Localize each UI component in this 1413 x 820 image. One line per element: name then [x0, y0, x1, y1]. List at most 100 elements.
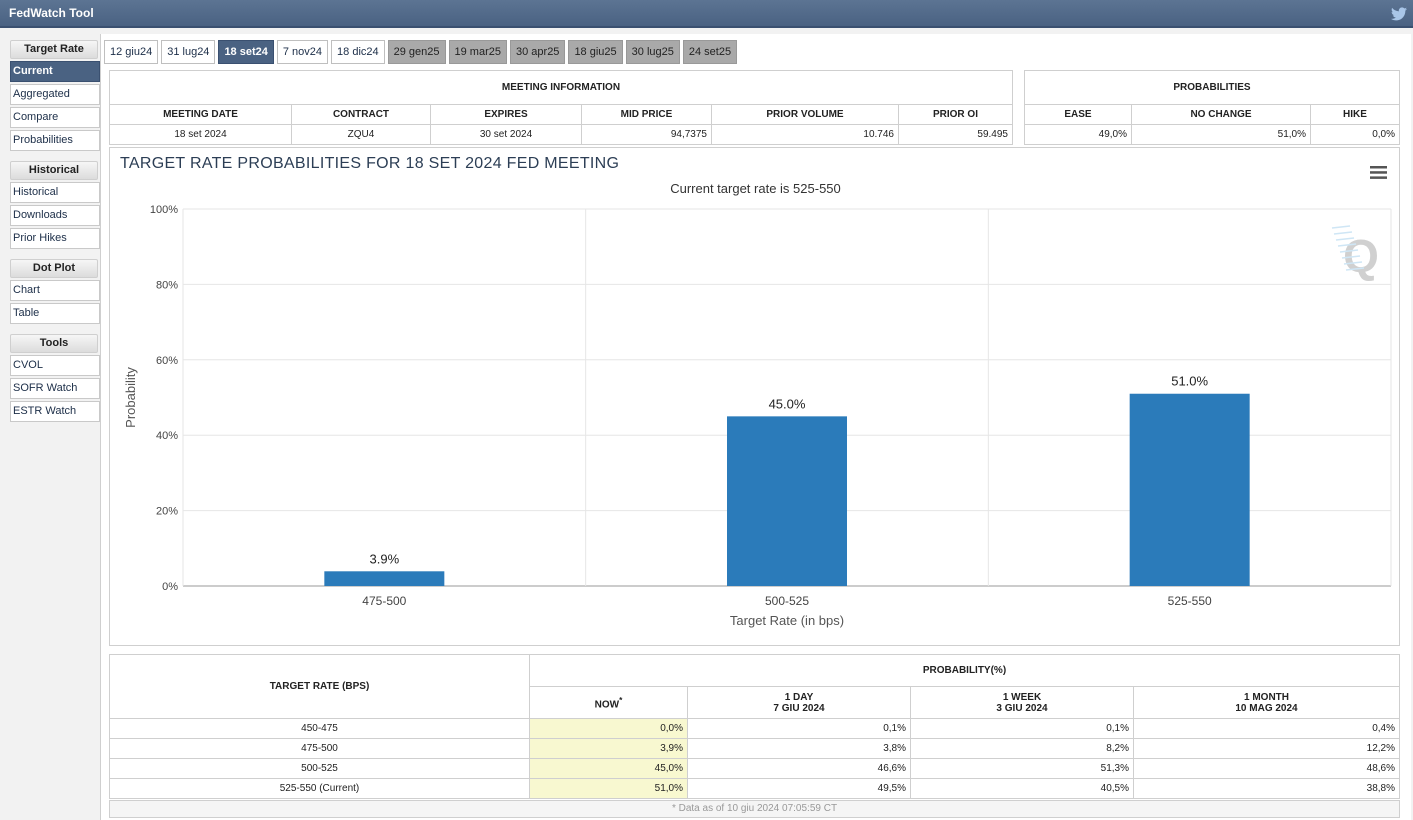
probability-column-header: PROBABILITY(%): [529, 654, 1400, 687]
title-bar: FedWatch Tool: [0, 0, 1413, 28]
one-week-cell: 8,2%: [910, 738, 1134, 759]
y-tick-label: 40%: [156, 430, 178, 442]
one-month-cell: 38,8%: [1133, 778, 1400, 799]
one-month-cell: 0,4%: [1133, 718, 1400, 739]
y-tick-label: 80%: [156, 279, 178, 291]
meeting-date-cell: 18 set 2024: [109, 124, 292, 145]
target-rate-cell: 500-525: [109, 758, 530, 779]
sidebar-item-estr-watch[interactable]: ESTR Watch: [10, 401, 100, 422]
now-footnote-mark: *: [619, 694, 623, 705]
watermark-stroke: [1343, 261, 1363, 265]
tab-meeting[interactable]: 18 dic24: [331, 40, 385, 64]
contract-cell: ZQU4: [291, 124, 431, 145]
no-change-cell: 51,0%: [1131, 124, 1311, 145]
one-day-label: 1 DAY: [784, 691, 814, 703]
meeting-tabs: 12 giu24 31 lug24 18 set24 7 nov24 18 di…: [104, 40, 738, 64]
probability-chart: Q 0% 20% 40% 60% 80% 100% 3.9% 475-500 45.0% 500-5…: [123, 204, 1392, 628]
sidebar-heading-historical: Historical: [10, 161, 98, 180]
bar-value-label: 51.0%: [1171, 374, 1208, 389]
probabilities-table: PROBABILITIES EASE NO CHANGE HIKE 49,0% …: [1024, 70, 1400, 145]
tab-meeting[interactable]: 12 giu24: [104, 40, 159, 64]
table-row: 475-500 3,9% 3,8% 8,2% 12,2%: [109, 738, 1400, 759]
watermark-stroke: [1345, 267, 1365, 271]
one-day-date: 7 GIU 2024: [773, 702, 825, 714]
hike-cell: 0,0%: [1310, 124, 1400, 145]
tab-meeting[interactable]: 30 apr25: [510, 40, 566, 64]
one-day-cell: 3,8%: [687, 738, 911, 759]
tab-meeting[interactable]: 19 mar25: [448, 40, 507, 64]
sidebar-item-aggregated[interactable]: Aggregated: [10, 84, 100, 105]
target-rate-cell: 475-500: [109, 738, 530, 759]
chart-subtitle: Current target rate is 525-550: [670, 181, 841, 196]
sidebar: Target Rate Current Aggregated Compare P…: [6, 40, 100, 424]
probability-history-table: TARGET RATE (BPS) PROBABILITY(%) NOW* 1 …: [109, 654, 1400, 799]
sidebar-item-compare[interactable]: Compare: [10, 107, 100, 128]
watermark-stroke: [1331, 225, 1351, 229]
table-row: 525-550 (Current) 51,0% 49,5% 40,5% 38,8…: [109, 778, 1400, 799]
prior-volume-cell: 10.746: [711, 124, 899, 145]
now-cell: 51,0%: [529, 778, 688, 799]
tab-meeting[interactable]: 30 lug25: [625, 40, 680, 64]
sidebar-item-prior-hikes[interactable]: Prior Hikes: [10, 228, 100, 249]
twitter-icon[interactable]: [1391, 7, 1407, 21]
now-cell: 3,9%: [529, 738, 688, 759]
tab-meeting[interactable]: 7 nov24: [276, 40, 329, 64]
watermark-stroke: [1335, 237, 1355, 241]
column-header: PRIOR OI: [898, 104, 1013, 125]
bar-value-label: 3.9%: [370, 551, 400, 566]
app-title: FedWatch Tool: [9, 6, 94, 20]
hamburger-menu-icon[interactable]: [1370, 166, 1387, 179]
watermark-stroke: [1333, 231, 1353, 235]
bar-value-label: 45.0%: [769, 396, 806, 411]
sidebar-item-sofr-watch[interactable]: SOFR Watch: [10, 378, 100, 399]
sidebar-item-historical[interactable]: Historical: [10, 182, 100, 203]
tab-meeting[interactable]: 18 giu25: [568, 40, 623, 64]
y-tick-label: 0%: [162, 581, 178, 593]
one-week-cell: 0,1%: [910, 718, 1134, 739]
y-tick-label: 100%: [150, 204, 178, 216]
now-column-header: NOW*: [529, 686, 688, 719]
one-week-label: 1 WEEK: [1002, 691, 1042, 703]
now-cell: 0,0%: [529, 718, 688, 739]
sidebar-item-current[interactable]: Current: [10, 61, 100, 82]
sidebar-heading-target-rate: Target Rate: [10, 40, 98, 59]
prior-oi-cell: 59.495: [898, 124, 1013, 145]
x-tick-label: 475-500: [362, 594, 406, 608]
table-row: 450-475 0,0% 0,1% 0,1% 0,4%: [109, 718, 1400, 739]
now-label: NOW: [594, 699, 620, 711]
one-month-column-header: 1 MONTH 10 MAG 2024: [1133, 686, 1400, 719]
tab-meeting[interactable]: 31 lug24: [161, 40, 216, 64]
column-header: EXPIRES: [430, 104, 582, 125]
now-cell: 45,0%: [529, 758, 688, 779]
y-tick-label: 60%: [156, 355, 178, 367]
target-rate-cell: 450-475: [109, 718, 530, 739]
column-header: NO CHANGE: [1131, 104, 1311, 125]
one-week-column-header: 1 WEEK 3 GIU 2024: [910, 686, 1134, 719]
mid-price-cell: 94,7375: [581, 124, 712, 145]
sidebar-item-downloads[interactable]: Downloads: [10, 205, 100, 226]
tab-meeting-active[interactable]: 18 set24: [218, 40, 274, 64]
one-day-cell: 49,5%: [687, 778, 911, 799]
sidebar-item-table[interactable]: Table: [10, 303, 100, 324]
tab-meeting[interactable]: 29 gen25: [387, 40, 446, 64]
sidebar-item-cvol[interactable]: CVOL: [10, 355, 100, 376]
one-month-date: 10 MAG 2024: [1235, 702, 1298, 714]
ease-cell: 49,0%: [1024, 124, 1132, 145]
one-month-cell: 12,2%: [1133, 738, 1400, 759]
y-tick-label: 20%: [156, 506, 178, 518]
expires-cell: 30 set 2024: [430, 124, 582, 145]
column-header: MID PRICE: [581, 104, 712, 125]
tab-meeting[interactable]: 24 set25: [682, 40, 738, 64]
one-week-cell: 51,3%: [910, 758, 1134, 779]
meeting-information-heading: MEETING INFORMATION: [109, 70, 1013, 105]
one-day-cell: 46,6%: [687, 758, 911, 779]
meeting-information-table: MEETING INFORMATION MEETING DATE CONTRAC…: [109, 70, 1013, 145]
sidebar-item-probabilities[interactable]: Probabilities: [10, 130, 100, 151]
watermark-stroke: [1341, 255, 1361, 259]
column-header: PRIOR VOLUME: [711, 104, 899, 125]
target-rate-column-header: TARGET RATE (BPS): [109, 654, 530, 719]
data-timestamp-footnote: * Data as of 10 giu 2024 07:05:59 CT: [109, 800, 1400, 818]
sidebar-item-chart[interactable]: Chart: [10, 280, 100, 301]
watermark-stroke: [1337, 243, 1357, 247]
bar: [1129, 393, 1250, 586]
